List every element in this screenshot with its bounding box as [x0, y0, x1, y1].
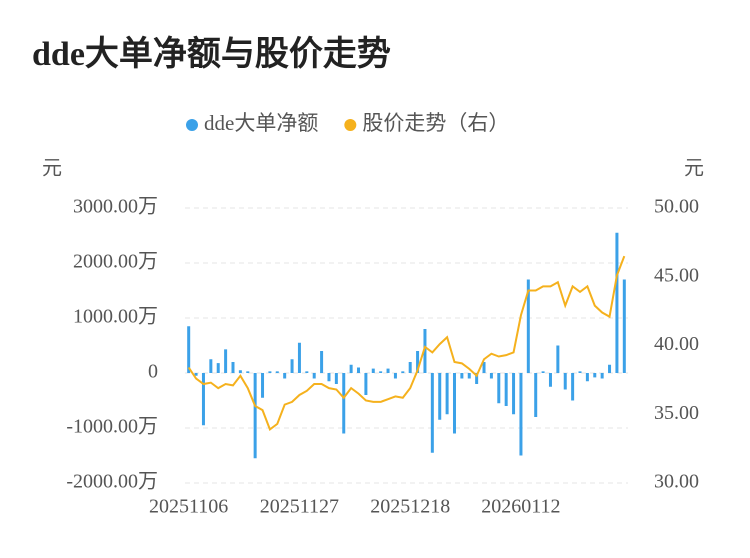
y-axis-label: 元: [42, 158, 62, 180]
x-tick-label: 20251106: [149, 496, 228, 518]
bar: [201, 373, 205, 426]
x-tick-label: 20260112: [481, 496, 560, 518]
bar: [548, 373, 552, 387]
bar: [593, 373, 597, 378]
bar: [305, 371, 309, 373]
bar: [423, 329, 427, 373]
bar: [334, 373, 338, 384]
bar: [475, 373, 479, 384]
bar: [238, 370, 242, 373]
legend: dde大单净额 股价走势（右）: [186, 111, 509, 135]
bar: [526, 279, 530, 373]
bar: [467, 373, 471, 379]
bar: [364, 373, 368, 395]
bar: [357, 367, 361, 373]
bar: [600, 373, 604, 379]
bar: [349, 364, 353, 373]
bar: [519, 373, 523, 456]
y2-tick-label: 45.00: [654, 264, 699, 286]
bar: [438, 373, 442, 420]
bar: [512, 373, 516, 415]
y-tick-label: 0: [148, 361, 158, 383]
legend-marker: [186, 119, 198, 131]
bar: [460, 373, 464, 379]
bar: [563, 373, 567, 390]
legend-label: dde大单净额: [204, 111, 318, 135]
bar: [504, 373, 508, 406]
x-tick-label: 20251218: [370, 496, 450, 518]
bar: [497, 373, 501, 404]
bar: [224, 349, 228, 373]
y-tick-label: -1000.00万: [66, 416, 158, 438]
y-tick-label: 2000.00万: [73, 251, 158, 273]
bar: [408, 362, 412, 373]
x-tick-label: 20251127: [260, 496, 339, 518]
bar: [275, 371, 279, 373]
y2-tick-label: 30.00: [654, 471, 699, 493]
bar: [371, 368, 375, 373]
y2-tick-label: 35.00: [654, 402, 699, 424]
bar: [585, 373, 589, 382]
bar: [534, 373, 538, 417]
bar: [482, 362, 486, 373]
bar: [327, 373, 331, 382]
bar: [578, 371, 582, 373]
bar: [401, 371, 405, 373]
legend-label: 股价走势（右）: [362, 111, 509, 135]
bar: [571, 373, 575, 401]
bar: [445, 373, 449, 415]
bar: [608, 364, 612, 373]
y2-tick-label: 50.00: [654, 196, 699, 218]
bar: [231, 362, 235, 373]
bar: [541, 371, 545, 373]
bar: [261, 373, 265, 398]
bar: [268, 371, 272, 373]
y2-axis-label: 元: [684, 158, 704, 180]
bar: [297, 342, 301, 373]
bar: [283, 373, 287, 379]
bar: [622, 279, 626, 373]
legend-marker: [344, 119, 357, 131]
bar: [416, 351, 420, 373]
bar: [320, 351, 324, 373]
bar: [393, 373, 397, 379]
bar: [615, 232, 619, 373]
bar: [379, 371, 383, 373]
bar: [430, 373, 434, 453]
bar: [246, 371, 250, 373]
bar: [187, 326, 191, 373]
bar: [194, 373, 198, 376]
bar: [489, 373, 493, 379]
price-line: [187, 255, 626, 431]
bar: [253, 373, 257, 459]
y-tick-label: -2000.00万: [66, 471, 158, 493]
y-tick-label: 3000.00万: [73, 196, 158, 218]
y2-tick-label: 40.00: [654, 333, 699, 355]
bar: [312, 373, 316, 379]
bar: [216, 363, 220, 373]
y-tick-label: 1000.00万: [73, 306, 158, 328]
bar: [386, 368, 390, 373]
chart-title: dde大单净额与股价走势: [32, 35, 391, 73]
bar: [290, 359, 294, 373]
bar: [209, 359, 213, 373]
bar: [556, 345, 560, 373]
bar: [452, 373, 456, 434]
bar: [342, 373, 346, 434]
